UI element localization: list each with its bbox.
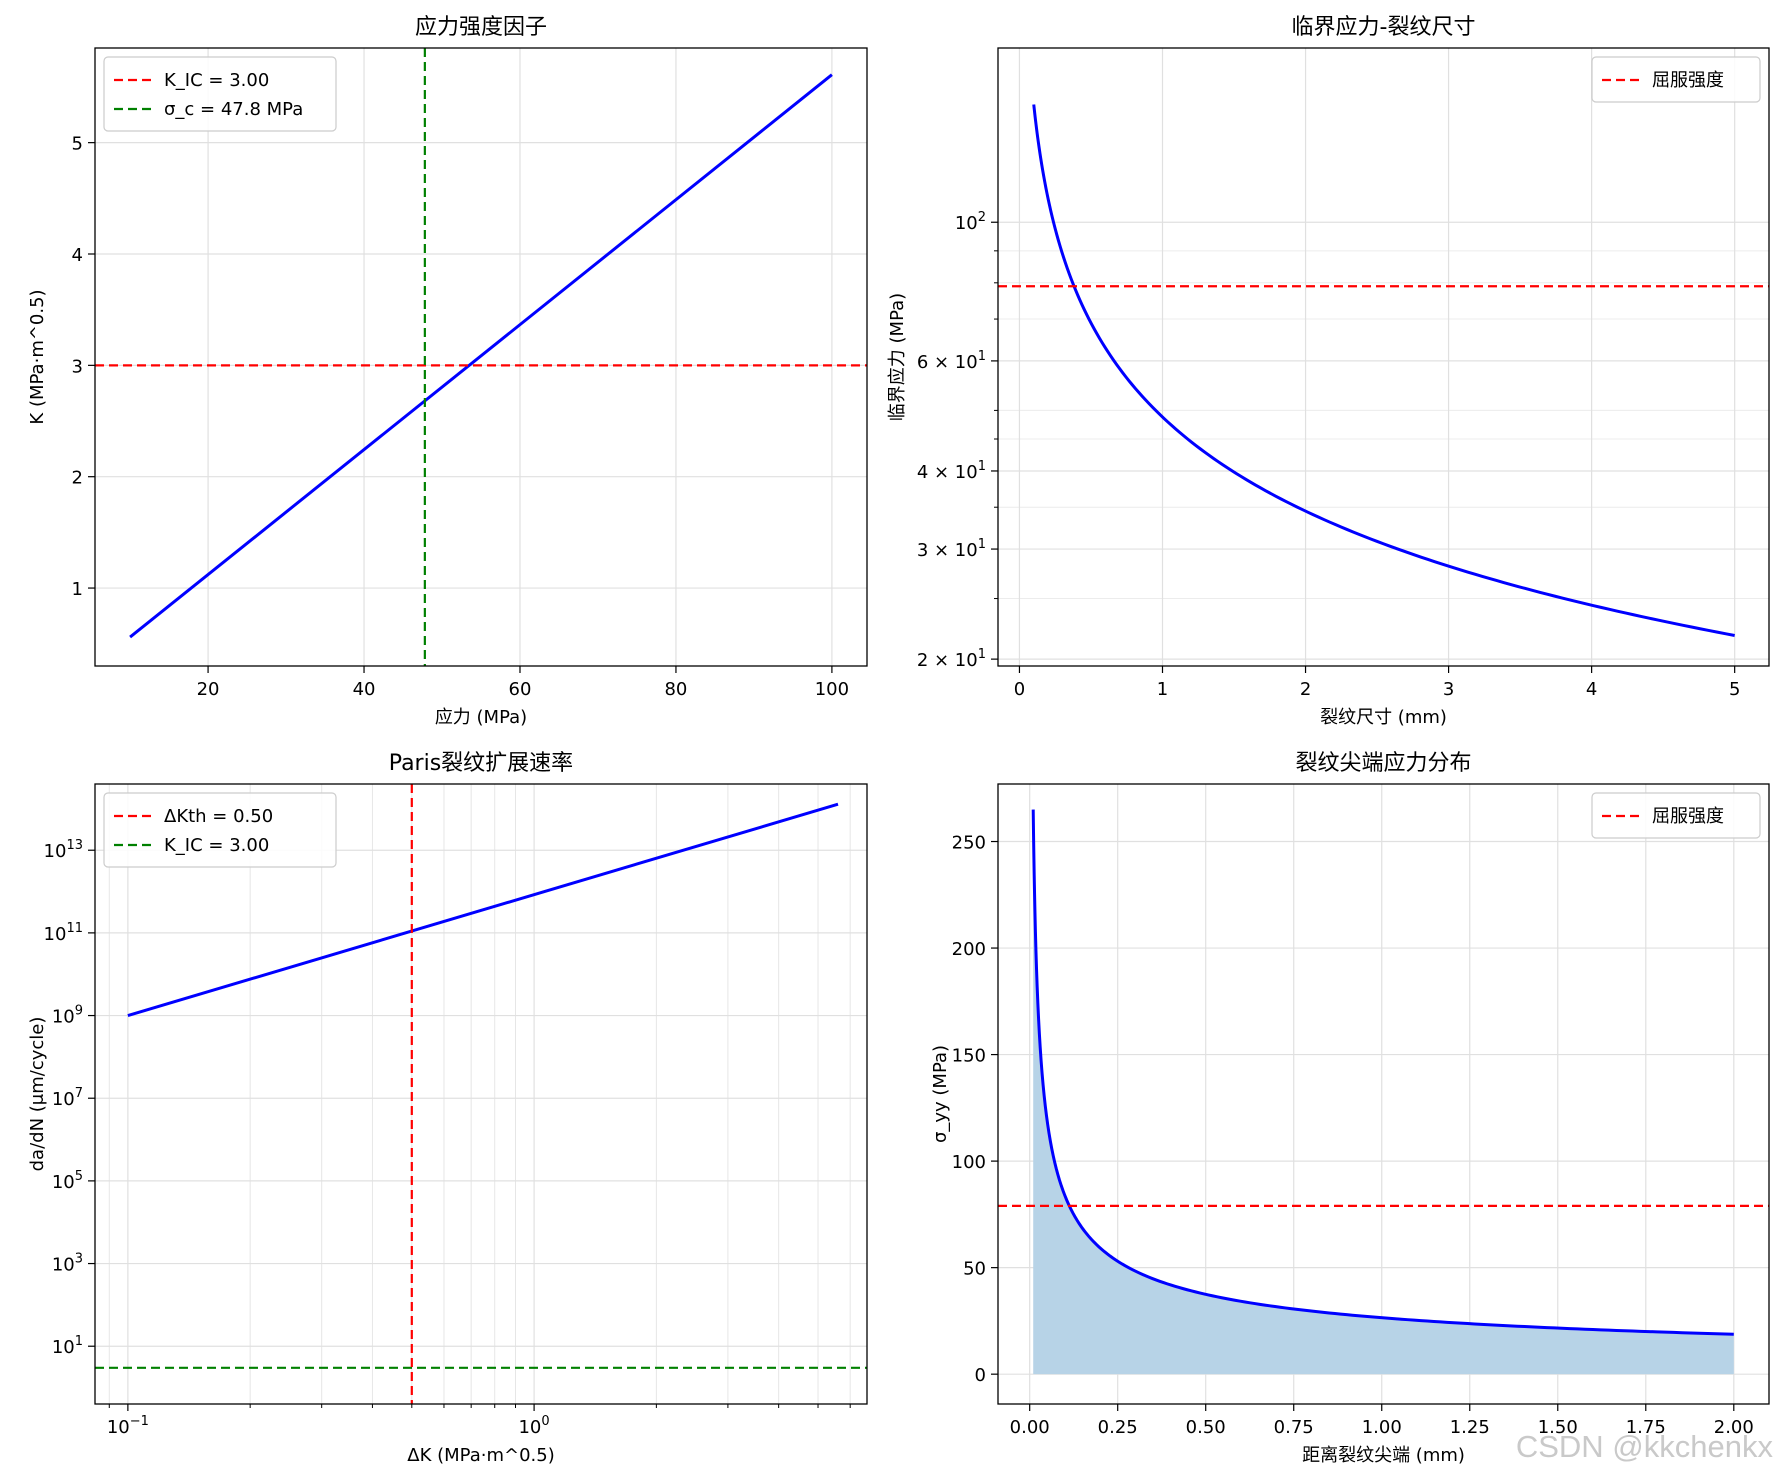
- legend-label: σ_c = 47.8 MPa: [164, 99, 303, 120]
- x-axis-label: 应力 (MPa): [435, 707, 527, 728]
- y-tick-label: 1011: [44, 921, 83, 945]
- y-tick-label: 105: [52, 1169, 83, 1193]
- x-axis-label: 距离裂纹尖端 (mm): [1302, 1445, 1465, 1466]
- y-tick-label: 1: [72, 579, 83, 600]
- plot-area: [998, 104, 1769, 637]
- x-tick-label: 2: [1300, 679, 1311, 700]
- legend-box: [1591, 56, 1761, 103]
- y-axis-label: σ_yy (MPa): [930, 1045, 951, 1143]
- y-tick-label: 50: [963, 1259, 986, 1280]
- x-tick-label: 0: [1014, 679, 1025, 700]
- legend-label: K_IC = 3.00: [164, 70, 269, 91]
- x-tick-label: 40: [353, 679, 376, 700]
- legend: 屈服强度: [1591, 792, 1761, 839]
- grid: [998, 48, 1769, 666]
- x-tick-label: 20: [197, 679, 220, 700]
- plot-area: [998, 809, 1769, 1375]
- y-tick-label: 0: [975, 1365, 986, 1386]
- axes-frame: [94, 47, 868, 667]
- y-tick-label: 5: [72, 134, 83, 155]
- y-tick-label: 1013: [44, 838, 83, 862]
- legend-label: 屈服强度: [1652, 806, 1724, 827]
- legend-box: [103, 56, 337, 132]
- x-axis-label: 裂纹尺寸 (mm): [1320, 707, 1447, 728]
- watermark: CSDN @kkchenkx: [1515, 1429, 1773, 1464]
- y-tick-label: 250: [952, 833, 986, 854]
- x-tick-label: 0.75: [1274, 1417, 1314, 1438]
- grid: [95, 48, 867, 666]
- y-tick-label: 100: [952, 1152, 986, 1173]
- x-tick-label: 0.50: [1186, 1417, 1226, 1438]
- series-line: [1032, 104, 1735, 637]
- x-tick-label: 0.25: [1098, 1417, 1138, 1438]
- legend: 屈服强度: [1591, 56, 1761, 103]
- x-tick-label: 4: [1586, 679, 1597, 700]
- grid: [95, 784, 867, 1404]
- chart-panel-2: 0 1 2 3 4 5 2 × 101 3 × 101 4 × 101 6 × 101 102 临界应…: [887, 15, 1770, 728]
- y-tick-label: 3 × 101: [917, 537, 986, 561]
- area-fill: [1033, 809, 1734, 1375]
- series-line: [1031, 809, 1734, 1336]
- chart-title: 裂纹尖端应力分布: [1295, 751, 1471, 776]
- y-axis-label: K (MPa·m^0.5): [27, 289, 48, 424]
- legend: K_IC = 3.00 σ_c = 47.8 MPa: [103, 56, 337, 132]
- x-tick-label: 100: [815, 679, 849, 700]
- legend-box: [1591, 792, 1761, 839]
- y-axis-label: da/dN (μm/cycle): [27, 1017, 48, 1172]
- x-tick-label: 2.00: [1714, 1417, 1754, 1438]
- x-tick-label: 1.25: [1450, 1417, 1490, 1438]
- x-tick-label: 1.00: [1362, 1417, 1402, 1438]
- x-tick-label: 0.00: [1010, 1417, 1050, 1438]
- series-line: [127, 802, 839, 1017]
- y-tick-label: 4: [72, 245, 83, 266]
- legend-label: ΔKth = 0.50: [164, 806, 273, 827]
- x-tick-label: 80: [664, 679, 687, 700]
- axes-frame: [997, 47, 1770, 667]
- y-tick-label: 2 × 101: [917, 647, 986, 671]
- y-tick-label: 4 × 101: [917, 459, 986, 483]
- axes-frame: [997, 783, 1770, 1405]
- chart-panel-3: 10−1 100 101 103 105 107 109 1011 1013 Paris裂纹扩展速…: [27, 751, 868, 1466]
- x-tick-label: 1.75: [1626, 1417, 1666, 1438]
- x-tick-label: 10−1: [107, 1414, 149, 1438]
- y-axis-label: 临界应力 (MPa): [887, 293, 908, 421]
- x-axis-label: ΔK (MPa·m^0.5): [407, 1445, 554, 1466]
- chart-title: Paris裂纹扩展速率: [389, 751, 573, 776]
- x-tick-label: 5: [1729, 679, 1740, 700]
- chart-title: 应力强度因子: [415, 15, 547, 40]
- y-tick-label: 6 × 101: [917, 349, 986, 373]
- plot-area: [95, 48, 867, 666]
- y-tick-label: 2: [72, 468, 83, 489]
- y-tick-label: 109: [52, 1004, 83, 1028]
- legend-label: 屈服强度: [1652, 70, 1724, 91]
- legend-box: [103, 792, 337, 868]
- x-tick-label: 1.50: [1538, 1417, 1578, 1438]
- y-tick-label: 102: [955, 210, 986, 234]
- chart-title: 临界应力-裂纹尺寸: [1292, 15, 1476, 40]
- y-tick-label: 200: [952, 939, 986, 960]
- y-tick-label: 103: [52, 1252, 83, 1276]
- y-tick-label: 107: [52, 1086, 83, 1110]
- x-tick-label: 1: [1157, 679, 1168, 700]
- legend: ΔKth = 0.50 K_IC = 3.00: [103, 792, 337, 868]
- series-line: [129, 73, 833, 639]
- y-tick-label: 3: [72, 356, 83, 377]
- y-tick-label: 101: [52, 1334, 83, 1358]
- y-tick-label: 150: [952, 1046, 986, 1067]
- plot-area: [95, 784, 867, 1404]
- legend-label: K_IC = 3.00: [164, 835, 269, 856]
- chart-panel-4: 0.00 0.25 0.50 0.75 1.00 1.25 1.50 1.75 2.00 0 50 1…: [930, 751, 1770, 1466]
- x-tick-label: 100: [518, 1414, 549, 1438]
- x-tick-label: 3: [1443, 679, 1454, 700]
- axes-frame: [94, 783, 868, 1405]
- x-tick-label: 60: [509, 679, 532, 700]
